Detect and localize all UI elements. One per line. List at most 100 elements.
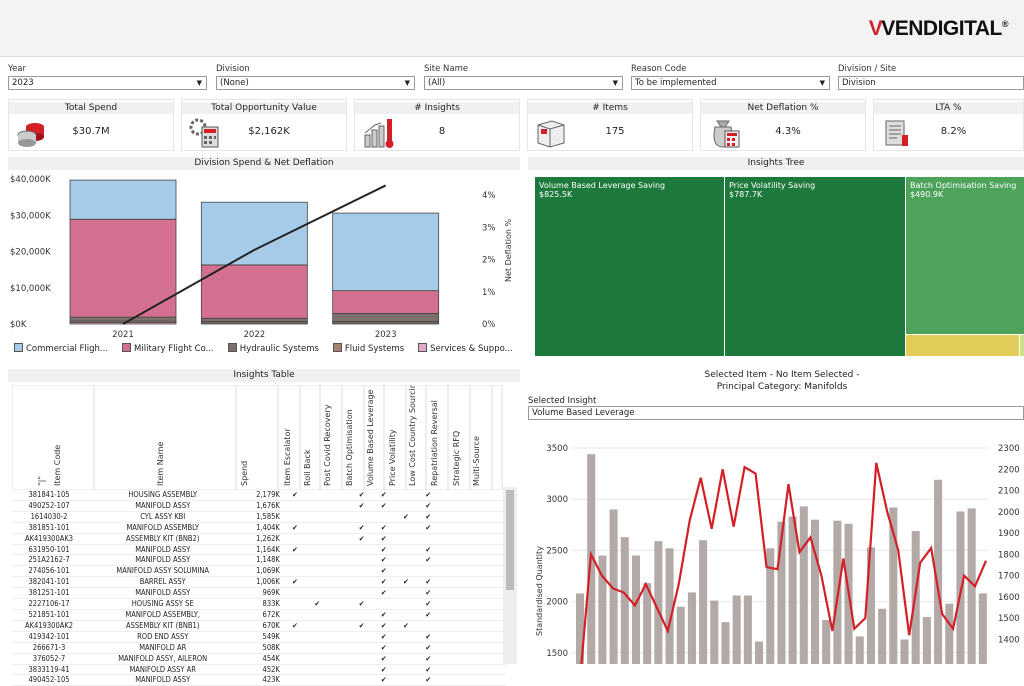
table-row[interactable]: 266671-3 MANIFOLD AR 508K ✔ ✔ xyxy=(12,642,506,654)
y-tick-label: 3500 xyxy=(546,444,568,454)
year-select[interactable]: 2023 ▼ xyxy=(8,76,207,90)
selected-insight-select[interactable]: Volume Based Leverage xyxy=(528,406,1024,420)
selected-item-chart: 1500 2000 2500 3000 3500 1400 1500 1600 1700 1800… xyxy=(535,444,1020,664)
bar-segment xyxy=(332,313,440,322)
quantity-bar xyxy=(934,479,943,664)
table-row[interactable]: 381841-105 HOUSING ASSEMBLY 2,179K ✔ ✔ ✔ ✔ xyxy=(12,490,506,501)
check-cell xyxy=(306,565,329,578)
table-row[interactable]: 381251-101 MANIFOLD ASSY 969K ✔ ✔ xyxy=(12,587,506,600)
check-cell xyxy=(328,490,351,501)
check-cell xyxy=(394,587,418,600)
filter-site-name: Site Name (All) ▼ xyxy=(424,64,623,90)
legend-item-fluid[interactable]: Fluid Systems xyxy=(332,343,404,354)
legend-item-military[interactable]: Military Flight Co... xyxy=(122,343,214,354)
treemap-tile-batch-optimisation[interactable]: Batch Optimisation Saving $490.9K xyxy=(906,177,1024,334)
check-cell xyxy=(461,642,484,654)
check-cell xyxy=(328,620,351,632)
check-cell: ✔ xyxy=(417,609,440,621)
check-cell xyxy=(439,642,462,654)
treemap-tile-price-volatility[interactable]: Price Volatility Saving $787.7K xyxy=(725,177,905,356)
table-row[interactable]: 2227106-17 HOUSING ASSY SE 833K ✔ ✔ ✔ xyxy=(12,598,506,610)
table-row[interactable]: 376052-7 MANIFOLD ASSY, AILERON 454K ✔ ✔ xyxy=(12,653,506,665)
table-row[interactable]: 251A2162-7 MANIFOLD ASSY 1,148K ✔ ✔ xyxy=(12,554,506,567)
check-cell xyxy=(328,565,351,578)
table-row[interactable]: 490252-107 MANIFOLD ASSY 1,676K ✔ ✔ ✔ xyxy=(12,500,506,512)
table-row[interactable]: AK419300AK2 ASSEMBLY KIT (BNB1) 670K ✔ ✔ ✔ ✔ xyxy=(12,620,506,632)
table-row[interactable]: 381851-101 MANIFOLD ASSEMBLY 1,404K ✔ ✔ ✔ ✔ xyxy=(12,522,506,534)
treemap-tile-volume-leverage[interactable]: Volume Based Leverage Saving $825.5K xyxy=(535,177,724,356)
check-cell xyxy=(306,490,329,501)
check-cell: ✔ xyxy=(394,576,418,589)
item-name-cell: MANIFOLD ASSY xyxy=(86,544,240,556)
treemap-tile-small-2[interactable] xyxy=(1020,335,1024,356)
bar-segment xyxy=(200,201,308,266)
table-row[interactable]: 521851-101 MANIFOLD ASSEMBLY, 672K ✔ ✔ xyxy=(12,609,506,621)
spend-cell: 549K xyxy=(239,631,284,643)
x-tick-label: 2021 xyxy=(112,330,134,340)
check-cell xyxy=(350,554,373,567)
table-row[interactable]: 490452-105 MANIFOLD ASSY 423K ✔ ✔ xyxy=(12,674,506,686)
quantity-bar xyxy=(687,592,696,664)
y-tick-label: 1500 xyxy=(546,649,568,659)
check-cell xyxy=(283,642,307,654)
spend-cell: 1,404K xyxy=(239,522,284,534)
table-row[interactable]: AK419300AK3 ASSEMBLY KIT (BNB2) 1,262K ✔ ✔ xyxy=(12,533,506,545)
quantity-bar xyxy=(743,595,752,664)
check-cell xyxy=(483,490,506,501)
check-cell xyxy=(394,533,418,545)
legend-item-commercial[interactable]: Commercial Fligh... xyxy=(14,343,108,354)
check-cell xyxy=(328,653,351,665)
price-line xyxy=(580,462,988,664)
calculator-gear-icon xyxy=(189,118,219,148)
division-select[interactable]: (None) ▼ xyxy=(216,76,415,90)
item-name-cell: MANIFOLD ASSY xyxy=(86,587,240,600)
check-cell xyxy=(328,609,351,621)
column-header: Repatriation Reversal xyxy=(430,400,439,486)
table-scrollbar[interactable] xyxy=(503,487,517,664)
check-cell: ✔ xyxy=(350,533,373,545)
spend-cell: 1,262K xyxy=(239,533,284,545)
check-cell: ✔ xyxy=(350,620,373,632)
y-tick-label: $20,000K xyxy=(10,248,51,258)
quantity-bar xyxy=(654,541,663,664)
scroll-thumb[interactable] xyxy=(506,490,514,590)
item-name-cell: MANIFOLD AR xyxy=(86,642,240,654)
spend-cell: 833K xyxy=(239,598,284,610)
table-row[interactable]: 382041-101 BARREL ASSY 1,006K ✔ ✔ ✔ ✔ xyxy=(12,576,506,589)
quantity-bar xyxy=(978,593,987,664)
check-cell xyxy=(461,565,484,578)
table-row[interactable]: 1614030-2 CYL ASSY KBI 1,585K ✔ ✔ xyxy=(12,511,506,523)
check-cell xyxy=(439,544,462,556)
reason-code-select[interactable]: To be implemented ▼ xyxy=(631,76,830,90)
check-cell xyxy=(439,490,462,501)
check-cell xyxy=(439,511,462,523)
spend-cell: 423K xyxy=(239,674,284,686)
treemap-tile-small[interactable] xyxy=(906,335,1019,356)
legend-item-services[interactable]: Services & Suppo... xyxy=(418,343,513,354)
y2-tick-label: 2300 xyxy=(998,444,1020,454)
item-name-cell: MANIFOLD ASSEMBLY xyxy=(86,522,240,534)
table-row[interactable]: 631950-101 MANIFOLD ASSY 1,164K ✔ ✔ ✔ xyxy=(12,544,506,556)
check-cell xyxy=(328,511,351,523)
insights-table-title: Insights Table xyxy=(8,369,520,382)
table-row[interactable]: 3833119-41 MANIFOLD ASSY AR 452K ✔ ✔ xyxy=(12,664,506,676)
check-cell xyxy=(394,664,418,676)
check-cell xyxy=(483,554,506,567)
box-icon xyxy=(537,120,565,148)
logo-text: VENDIGITAL xyxy=(881,17,1002,40)
check-cell xyxy=(283,653,307,665)
legend-item-hydraulic[interactable]: Hydraulic Systems xyxy=(227,343,319,354)
site-name-select[interactable]: (All) ▼ xyxy=(424,76,623,90)
check-cell xyxy=(439,620,462,632)
check-cell xyxy=(328,533,351,545)
division-site-select[interactable]: Division xyxy=(838,76,1024,90)
check-cell xyxy=(350,576,373,589)
table-row[interactable]: 419342-101 ROD END ASSY 549K ✔ ✔ xyxy=(12,631,506,643)
insights-tree-title: Insights Tree xyxy=(528,157,1024,170)
column-header: Low Cost Country Sourcing xyxy=(408,385,417,486)
item-code-cell: 490252-107 xyxy=(12,500,87,512)
column-header: Post Covid Recovery xyxy=(323,404,332,486)
check-cell xyxy=(306,522,329,534)
item-code-cell: 381851-101 xyxy=(12,522,87,534)
table-row[interactable]: 274056-101 MANIFOLD ASSY SOLUMINA 1,069K ✔ xyxy=(12,565,506,578)
